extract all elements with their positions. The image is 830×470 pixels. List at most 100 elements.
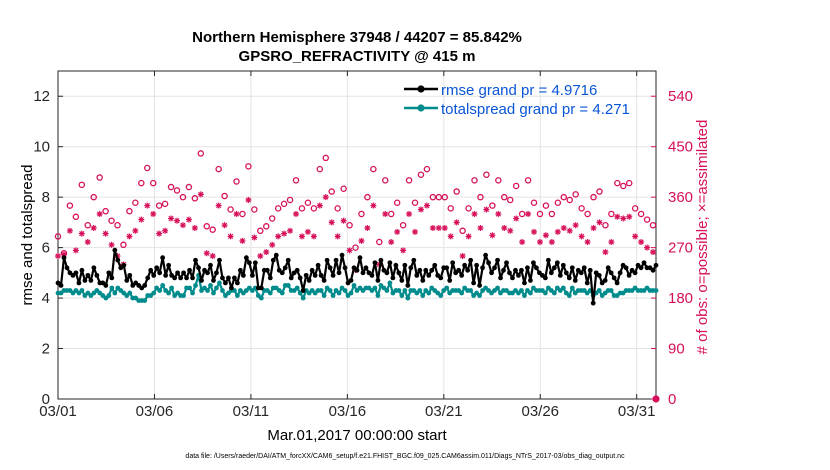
possible-obs-point: [501, 193, 508, 201]
assimilated-obs-point: [108, 241, 115, 248]
totalspread-point: [112, 290, 118, 296]
rmse-point: [587, 267, 593, 273]
rmse-point: [522, 280, 527, 286]
assimilated-obs-point: [126, 233, 133, 240]
rmse-point: [342, 265, 348, 271]
rmse-point: [306, 278, 312, 283]
assimilated-obs-point: [650, 249, 657, 256]
totalspread-point: [160, 283, 166, 288]
possible-obs-point: [203, 223, 211, 230]
possible-obs-point: [465, 205, 472, 212]
assimilated-obs-point: [644, 244, 651, 251]
y2-tick-label: 90: [668, 341, 685, 358]
rmse-point: [258, 285, 264, 291]
rmse-point: [402, 262, 408, 268]
assimilated-obs-point: [453, 219, 460, 226]
rmse-point: [235, 280, 240, 286]
possible-obs-point: [417, 171, 425, 178]
possible-obs-point: [185, 183, 193, 191]
rmse-point: [109, 275, 115, 281]
rmse-point: [474, 262, 479, 268]
totalspread-point: [542, 290, 548, 296]
rmse-point: [486, 260, 491, 266]
rmse-point: [324, 257, 330, 263]
possible-obs-point: [251, 206, 258, 213]
rmse-point: [294, 267, 300, 273]
possible-obs-point: [310, 205, 318, 212]
assimilated-obs-point: [406, 210, 413, 217]
rmse-point: [217, 257, 222, 263]
totalspread-point: [106, 293, 112, 298]
assimilated-obs-point: [132, 227, 139, 234]
assimilated-obs-point: [275, 233, 282, 240]
rmse-point: [240, 272, 246, 278]
rmse-point: [525, 265, 530, 271]
assimilated-obs-point: [78, 230, 85, 237]
rmse-point: [399, 278, 405, 283]
rmse-point: [264, 267, 270, 273]
x-tick-label: 03/01: [39, 403, 77, 420]
totalspread-point: [569, 285, 575, 291]
assimilated-obs-point: [138, 216, 145, 223]
rmse-point: [384, 270, 390, 276]
possible-obs-point: [631, 205, 639, 212]
rmse-point: [623, 265, 629, 271]
possible-obs-point: [566, 196, 573, 204]
rmse-point: [462, 262, 468, 268]
rmse-point: [641, 260, 647, 266]
assimilated-obs-point: [215, 202, 222, 209]
assimilated-obs-point: [263, 249, 270, 256]
possible-obs-point: [590, 193, 597, 201]
rmse-point: [58, 283, 64, 288]
possible-obs-point: [179, 193, 187, 201]
rmse-point: [429, 267, 435, 273]
assimilated-obs-point: [566, 227, 573, 234]
rmse-point: [426, 272, 432, 278]
assimilated-obs-point: [150, 210, 157, 217]
data-file-footnote: data file: /Users/raeder/DAI/ATM_forcXX/…: [185, 453, 625, 460]
rmse-point: [534, 265, 539, 271]
totalspread-point: [596, 288, 602, 293]
possible-obs-point: [572, 191, 579, 198]
possible-obs-point: [542, 202, 550, 209]
assimilated-obs-point: [513, 215, 520, 222]
rmse-point: [64, 265, 70, 271]
totalspread-point: [294, 285, 300, 291]
rmse-point: [378, 257, 384, 263]
possible-obs-point: [429, 193, 437, 201]
rmse-point: [596, 272, 602, 278]
rmse-point: [492, 265, 497, 271]
possible-obs-point: [334, 205, 341, 212]
possible-obs-point: [382, 177, 389, 184]
totalspread-point: [79, 288, 85, 293]
x-tick-label: 03/21: [425, 403, 463, 420]
possible-obs-point: [614, 179, 621, 187]
totalspread-point: [384, 288, 390, 293]
totalspread-point: [318, 288, 324, 293]
assimilated-obs-point: [304, 228, 311, 235]
totalspread-point: [109, 285, 115, 291]
possible-obs-point: [132, 199, 139, 207]
rmse-point: [638, 265, 644, 271]
possible-obs-point: [554, 199, 562, 207]
assimilated-obs-point: [578, 233, 585, 240]
assimilated-obs-point: [340, 217, 347, 224]
totalspread-point: [342, 288, 348, 293]
possible-obs-point: [161, 200, 169, 208]
x-tick-label: 03/11: [233, 403, 269, 420]
assimilated-obs-point: [316, 202, 323, 209]
possible-obs-point: [405, 177, 413, 184]
rmse-point: [375, 278, 381, 283]
assimilated-obs-point: [471, 210, 478, 217]
possible-obs-point: [352, 244, 359, 251]
possible-obs-point: [286, 196, 294, 204]
assimilated-obs-point: [322, 194, 329, 201]
assimilated-obs-point: [608, 239, 615, 246]
y-tick-label: 8: [42, 189, 50, 206]
totalspread-point: [235, 293, 240, 298]
totalspread-point: [169, 285, 175, 291]
totalspread-point: [217, 280, 222, 286]
assimilated-obs-point: [203, 250, 210, 257]
tick-layer: 03/01 03/06 03/11 03/16 03/21 03/26 03/31 0 2 4 6 8…: [33, 71, 693, 420]
totalspread-point: [495, 285, 500, 291]
